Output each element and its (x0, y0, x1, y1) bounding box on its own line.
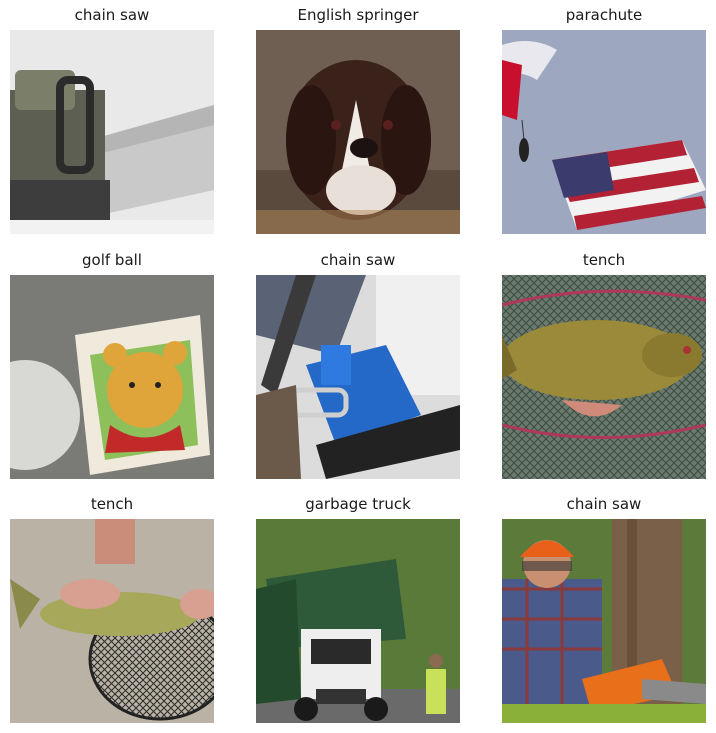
image-caption: chain saw (74, 6, 150, 24)
golf-ball-image (10, 275, 214, 479)
parachute-image (502, 30, 706, 234)
image-caption: tench (582, 251, 626, 269)
chainsaw-product-image (10, 30, 214, 234)
image-caption: golf ball (82, 251, 142, 269)
spaniel-image (256, 30, 460, 234)
blue-chainsaw-image (256, 275, 460, 479)
tench-held-image (10, 519, 214, 723)
image-caption: tench (90, 495, 134, 513)
image-caption: parachute (565, 6, 643, 24)
image-caption: English springer (297, 6, 419, 24)
image-caption: garbage truck (305, 495, 411, 513)
garbage-truck-image (256, 519, 460, 723)
image-caption: chain saw (320, 251, 396, 269)
image-caption: chain saw (566, 495, 642, 513)
tench-in-net-image (502, 275, 706, 479)
lumberjack-chainsaw-image (502, 519, 706, 723)
